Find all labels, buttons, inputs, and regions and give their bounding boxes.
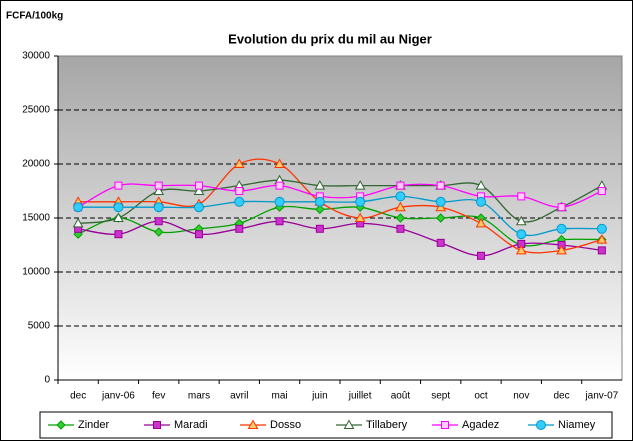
marker (235, 187, 244, 195)
marker (154, 227, 164, 237)
marker (195, 181, 203, 190)
marker (354, 212, 366, 222)
marker (193, 185, 205, 195)
marker (436, 181, 445, 190)
x-tick-label: sept (431, 391, 450, 402)
marker (274, 196, 285, 207)
marker (153, 185, 165, 195)
legend-label: Niamey (558, 419, 596, 431)
x-tick-label: juin (311, 391, 328, 402)
marker (354, 180, 366, 190)
legend-label: Zinder (78, 419, 110, 431)
y-tick-label: 30000 (22, 51, 50, 62)
marker (275, 217, 284, 226)
y-tick-label: 0 (44, 375, 50, 386)
y-tick-label: 5000 (28, 321, 51, 332)
marker (233, 158, 245, 168)
marker (556, 223, 567, 234)
marker (536, 420, 546, 430)
marker (515, 244, 527, 255)
chart-title: Evolution du prix du mil au Niger (228, 31, 432, 46)
marker (597, 187, 606, 195)
legend (39, 411, 613, 439)
marker (436, 238, 445, 247)
marker (435, 196, 446, 207)
marker (314, 196, 325, 207)
y-tick-label: 25000 (22, 105, 50, 116)
y-tick-label: 15000 (22, 213, 50, 224)
marker (515, 215, 527, 226)
marker (557, 203, 566, 212)
series-line (78, 158, 603, 254)
marker (517, 192, 526, 201)
legend-label: Tillabery (366, 419, 408, 431)
x-tick-label: nov (513, 391, 529, 402)
marker (355, 196, 366, 207)
x-tick-label: oct (474, 391, 488, 402)
marker (73, 202, 84, 213)
x-tick-label: janv-06 (101, 391, 135, 402)
marker (516, 229, 527, 240)
marker (475, 217, 487, 228)
marker (556, 244, 567, 255)
x-tick-label: dec (554, 391, 570, 402)
marker (315, 204, 325, 215)
marker (113, 202, 124, 213)
marker (395, 213, 406, 223)
marker (314, 180, 326, 190)
marker (114, 230, 123, 239)
series-line (78, 179, 603, 225)
marker (114, 181, 123, 190)
marker (597, 246, 606, 255)
marker (596, 234, 608, 244)
marker (153, 202, 164, 213)
marker (395, 191, 406, 202)
x-tick-label: mars (188, 391, 210, 402)
marker (275, 181, 284, 190)
marker (274, 158, 285, 168)
x-tick-label: août (391, 391, 411, 402)
marker (475, 180, 487, 190)
x-tick-label: avril (230, 391, 248, 402)
y-tick-label: 20000 (22, 159, 50, 170)
marker (596, 223, 607, 234)
marker (315, 224, 324, 233)
x-tick-label: janv-07 (584, 391, 618, 402)
marker (235, 224, 244, 233)
marker (396, 224, 405, 233)
marker (194, 202, 204, 213)
marker (56, 420, 66, 430)
y-axis-label: FCFA/100kg (6, 11, 63, 22)
marker (72, 217, 84, 228)
marker (195, 230, 203, 239)
legend-label: Agadez (462, 419, 499, 431)
marker (441, 421, 449, 429)
marker (153, 421, 161, 429)
legend-label: Maradi (174, 419, 208, 431)
marker (396, 181, 405, 190)
legend-label: Dosso (270, 419, 301, 431)
y-tick-label: 10000 (22, 267, 50, 278)
marker (247, 419, 259, 429)
marker (395, 201, 406, 212)
x-tick-label: mai (272, 391, 288, 402)
marker (154, 217, 163, 226)
marker (113, 212, 124, 222)
x-tick-label: juillet (348, 391, 372, 402)
marker (154, 181, 163, 190)
marker (343, 419, 355, 429)
x-tick-label: dec (70, 391, 86, 402)
marker (234, 196, 245, 207)
x-tick-label: fev (152, 391, 165, 402)
marker (477, 251, 485, 260)
marker (476, 196, 486, 207)
marker (436, 213, 446, 223)
